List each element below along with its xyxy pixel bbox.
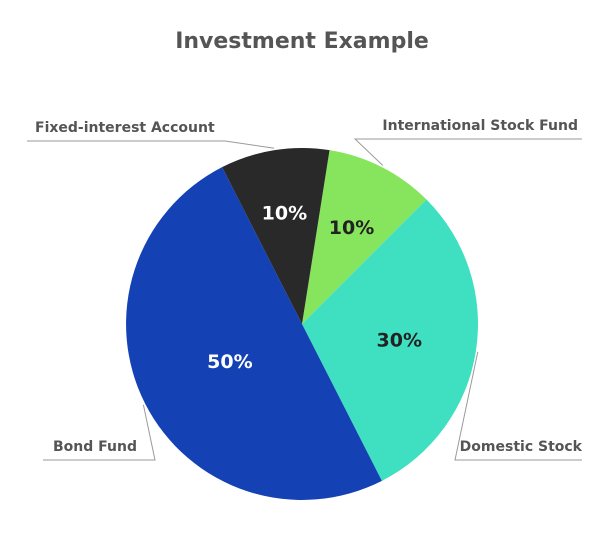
callout-label-international-stock-fund: International Stock Fund [382, 118, 578, 134]
pie-slice-fixed-interest-account [222, 148, 330, 324]
pie-slice-international-stock-fund [302, 150, 427, 324]
leader-line-international-stock-fund [353, 138, 582, 166]
leader-line-domestic-stock [454, 351, 582, 461]
chart-title: Investment Example [175, 29, 429, 54]
pie-slices [126, 148, 479, 500]
callout-label-fixed-interest-account: Fixed-interest Account [35, 120, 215, 136]
slice-value-label-fixed-interest-account: 10% [262, 203, 307, 225]
leader-line-fixed-interest-account [27, 140, 275, 149]
callout-label-bond-fund: Bond Fund [53, 439, 137, 455]
pie-slice-domestic-stock [302, 199, 479, 481]
slice-callouts: International Stock Fund Domestic Stock Bo… [27, 118, 583, 461]
slice-value-label-domestic-stock: 30% [377, 329, 422, 351]
pie-slice-bond-fund [126, 167, 382, 500]
slice-value-labels: 10% 30% 50% 10% [207, 203, 422, 373]
leader-line-bond-fund [43, 404, 156, 461]
slice-value-label-bond-fund: 50% [207, 351, 252, 373]
callout-label-domestic-stock: Domestic Stock [460, 439, 583, 455]
slice-value-label-international-stock-fund: 10% [329, 217, 374, 239]
